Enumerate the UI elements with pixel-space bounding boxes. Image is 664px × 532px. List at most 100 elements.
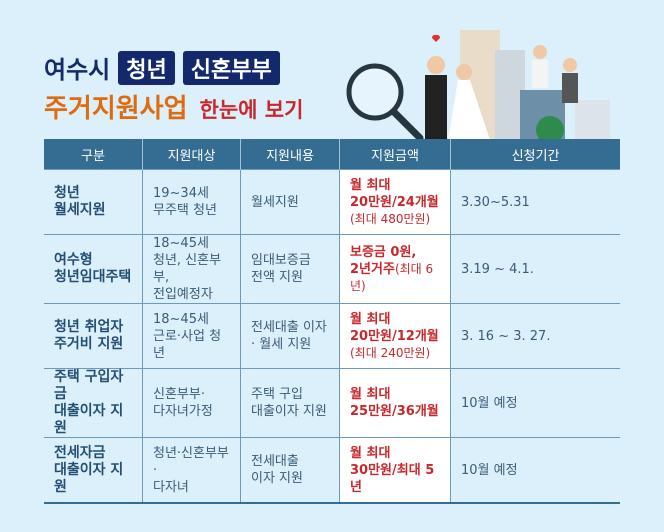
period-cell: 10월 예정	[450, 368, 620, 438]
header-category: 구분	[44, 139, 143, 170]
groom-icon	[425, 75, 447, 140]
target-cell-line: 18~45세	[153, 311, 209, 327]
period-cell: 3. 16 ~ 3. 27.	[450, 303, 620, 369]
header-amount: 지원금액	[339, 139, 451, 170]
target-cell-line: 무주택 청년	[153, 203, 217, 218]
target-cell-line: 청년, 신혼부부,	[153, 253, 222, 285]
category-cell-line: 청년	[54, 185, 80, 201]
title-line-1: 여수시 청년 신혼부부	[44, 50, 280, 85]
category-cell: 청년 월세지원	[44, 169, 143, 235]
category-cell-line: 대출이자 지원	[54, 461, 124, 495]
period-cell: 3.19 ~ 4.1.	[450, 234, 620, 304]
amount-cell: 월 최대 20만원/24개월 (최대 480만원)	[339, 169, 451, 235]
content-cell: 전세대출 이자 · 월세 지원	[240, 303, 340, 369]
amount-cell-line: 월 최대	[350, 445, 391, 461]
content-cell-line: 전액 지원	[251, 270, 303, 285]
period-cell-line: 10월 예정	[461, 462, 518, 478]
target-cell-line: 청년·신혼부부·	[153, 445, 229, 478]
amount-note: (최대 240만원)	[350, 345, 431, 360]
target-cell: 신혼부부· 다자녀가정	[142, 368, 241, 438]
category-cell-line: 주거비 지원	[54, 336, 124, 352]
amount-cell-line: 20만원/12개월	[350, 328, 439, 344]
housing-support-table: 구분 지원대상 지원내용 지원금액 신청기간 청년 월세지원 19~34세 무주택 청…	[44, 139, 620, 504]
amount-cell: 월 최대 25만원/36개월	[339, 368, 451, 438]
building-icon	[575, 100, 610, 140]
title-line-2: 주거지원사업 한눈에 보기	[44, 88, 303, 125]
table-row: 청년 월세지원 19~34세 무주택 청년 월세지원 월 최대 20만원/24개월 (최대 4…	[44, 169, 620, 235]
title-tag-youth: 청년	[118, 50, 175, 85]
category-cell: 청년 취업자 주거비 지원	[44, 303, 143, 369]
person-icon	[563, 58, 577, 72]
category-cell: 주택 구입자금 대출이자 지원	[44, 368, 143, 438]
title-city: 여수시	[44, 56, 111, 84]
category-cell-line: 주택 구입자금	[54, 369, 124, 402]
period-cell-line: 3.19 ~ 4.1.	[461, 261, 534, 277]
target-cell: 청년·신혼부부· 다자녀	[142, 437, 241, 504]
table-row: 전세자금 대출이자 지원 청년·신혼부부· 다자녀 전세대출 이자 지원 월 최대 30만원/…	[44, 437, 620, 504]
table-header-row: 구분 지원대상 지원내용 지원금액 신청기간	[44, 139, 620, 170]
period-cell: 10월 예정	[450, 437, 620, 504]
category-cell: 여수형 청년임대주택	[44, 234, 143, 304]
content-cell-line: 임대보증금	[251, 253, 311, 268]
header-target: 지원대상	[142, 139, 241, 170]
title-main: 주거지원사업	[44, 94, 188, 124]
category-cell-line: 대출이자 지원	[54, 403, 124, 436]
amount-cell-line: 2년거주	[350, 261, 395, 277]
category-cell-line: 월세지원	[54, 202, 106, 218]
content-cell-line: 월세지원	[251, 194, 299, 210]
category-cell: 전세자금 대출이자 지원	[44, 437, 143, 504]
target-cell: 18~45세 근로·사업 청년	[142, 303, 241, 369]
target-cell-line: 다자녀	[153, 479, 189, 495]
bride-icon	[448, 80, 490, 140]
amount-cell-line: 30만원/최대 5년	[350, 462, 435, 495]
target-cell-line: 다자녀가정	[153, 404, 213, 419]
amount-note: (최대 6년)	[350, 261, 434, 293]
header-period: 신청기간	[450, 139, 620, 170]
period-cell-line: 10월 예정	[461, 395, 518, 411]
table-row: 청년 취업자 주거비 지원 18~45세 근로·사업 청년 전세대출 이자 · 월세 지원…	[44, 303, 620, 369]
amount-note: (최대 480만원)	[350, 211, 431, 226]
category-cell-line: 전세자금	[54, 444, 106, 461]
period-cell-line: 3. 16 ~ 3. 27.	[461, 328, 551, 344]
category-cell-line: 여수형	[54, 252, 93, 268]
heart-icon	[431, 34, 441, 42]
content-cell-line: 주택 구입	[251, 387, 303, 402]
target-cell-line: 신혼부부·	[153, 387, 205, 402]
title-sub: 한눈에 보기	[199, 98, 304, 122]
table-row: 주택 구입자금 대출이자 지원 신혼부부· 다자녀가정 주택 구입 대출이자 지원 월 최대…	[44, 368, 620, 438]
tree-icon	[536, 116, 564, 140]
content-cell-line: 전세대출	[251, 454, 299, 469]
target-cell-line: 근로·사업 청년	[153, 328, 222, 361]
header-content: 지원내용	[240, 139, 340, 170]
magnifier-icon	[346, 63, 404, 121]
amount-cell: 보증금 0원, 2년거주(최대 6년)	[339, 234, 451, 304]
category-cell-line: 청년임대주택	[54, 269, 132, 285]
period-cell: 3.30~5.31	[450, 169, 620, 235]
target-cell-line: 전입예정자	[153, 287, 213, 302]
amount-cell-line: 월 최대	[350, 311, 391, 327]
content-cell-line: 대출이자 지원	[251, 404, 327, 419]
category-cell-line: 청년 취업자	[54, 319, 124, 335]
target-cell-line: 19~34세	[153, 186, 209, 201]
amount-cell-line: 월 최대	[350, 177, 391, 193]
content-cell: 월세지원	[240, 169, 340, 235]
amount-cell: 월 최대 30만원/최대 5년	[339, 437, 451, 504]
content-cell-line: 전세대출 이자	[251, 320, 327, 335]
couple-buildings-illustration	[346, 30, 610, 140]
title-tag-newlywed: 신혼부부	[182, 50, 280, 85]
content-cell-line: · 월세 지원	[251, 337, 312, 352]
amount-cell-line: 보증금 0원,	[350, 244, 417, 260]
content-cell-line: 이자 지원	[251, 471, 303, 486]
person-icon	[533, 45, 547, 59]
amount-cell-line: 20만원/24개월	[350, 194, 439, 210]
target-cell-line: 18~45세	[153, 236, 209, 251]
amount-cell: 월 최대 20만원/12개월 (최대 240만원)	[339, 303, 451, 369]
amount-cell-line: 25만원/36개월	[350, 404, 439, 419]
table-row: 여수형 청년임대주택 18~45세 청년, 신혼부부, 전입예정자 임대보증금 전액 지원 보…	[44, 234, 620, 304]
amount-cell-line: 월 최대	[350, 387, 391, 402]
